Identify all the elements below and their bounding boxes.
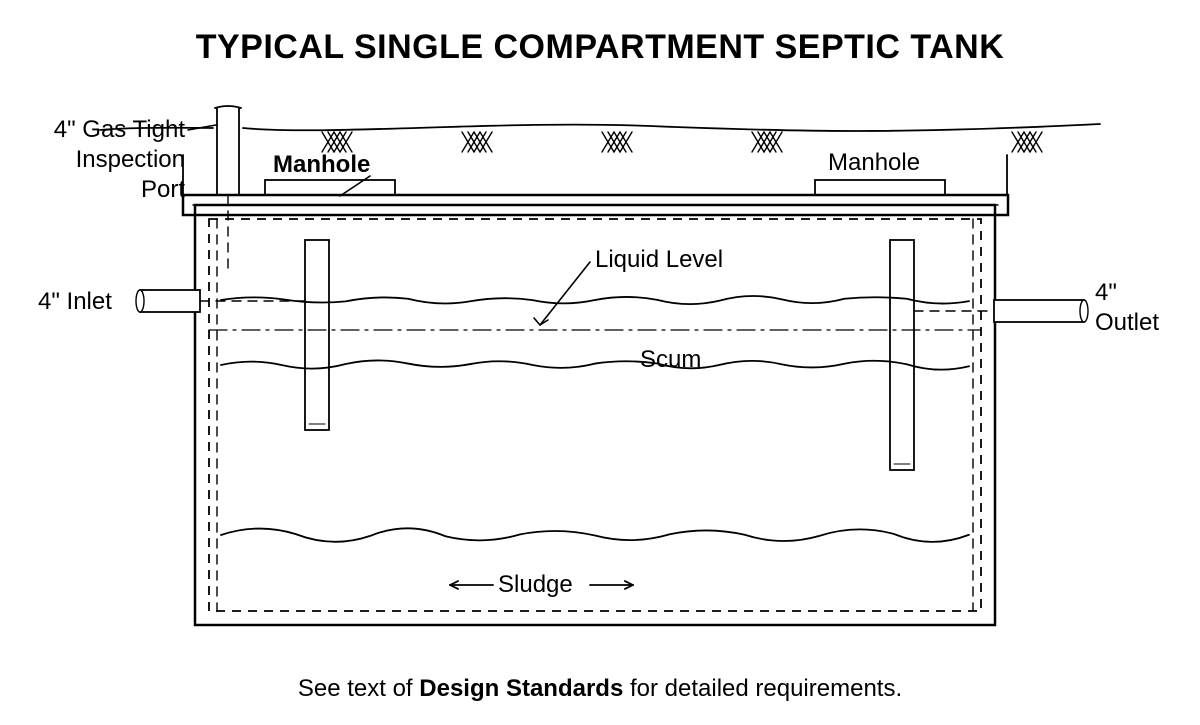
sludge-label: Sludge: [498, 570, 573, 600]
inspection-port-label-l3: Port: [141, 176, 185, 203]
liquid-level-label: Liquid Level: [595, 245, 723, 275]
outlet-label-l1: 4": [1095, 279, 1117, 306]
outlet-label: 4" Outlet: [1095, 278, 1159, 338]
caption-suffix: for detailed requirements.: [623, 675, 902, 702]
manhole-left-label: Manhole: [273, 150, 370, 180]
septic-tank-diagram: [0, 0, 1200, 725]
caption-bold: Design Standards: [419, 675, 623, 702]
diagram-page: TYPICAL SINGLE COMPARTMENT SEPTIC TANK 4…: [0, 0, 1200, 725]
inlet-label: 4" Inlet: [38, 287, 112, 317]
inspection-port-label-l2: Inspection: [76, 146, 185, 173]
diagram-title: TYPICAL SINGLE COMPARTMENT SEPTIC TANK: [0, 28, 1200, 67]
manhole-right-label: Manhole: [828, 148, 920, 178]
inspection-port-label-l1: 4" Gas Tight: [54, 116, 185, 143]
diagram-caption: See text of Design Standards for detaile…: [0, 675, 1200, 703]
caption-prefix: See text of: [298, 675, 419, 702]
inspection-port-label: 4" Gas Tight Inspection Port: [25, 115, 185, 205]
outlet-label-l2: Outlet: [1095, 309, 1159, 336]
scum-label: Scum: [640, 345, 701, 375]
